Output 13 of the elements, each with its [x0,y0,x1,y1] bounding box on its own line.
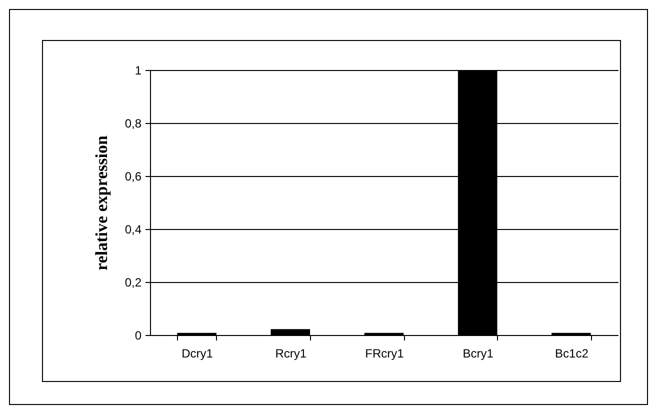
x-tick-label: Dcry1 [182,346,214,360]
bar [270,329,310,335]
y-tick-label: 1 [134,64,142,78]
x-tick-label: Rcry1 [275,346,307,360]
y-tick-label: 0 [134,328,142,342]
y-axis-title: relative expression [92,135,111,270]
y-tick-label: 0,4 [124,222,142,236]
x-tick-label: FRcry1 [365,346,404,360]
x-tick-label: Bc1c2 [555,346,589,360]
y-tick-label: 0,8 [124,116,142,130]
y-tick-label: 0,2 [124,276,142,290]
y-tick-label: 0,6 [124,170,142,184]
x-tick-label: Bcry1 [462,346,494,360]
